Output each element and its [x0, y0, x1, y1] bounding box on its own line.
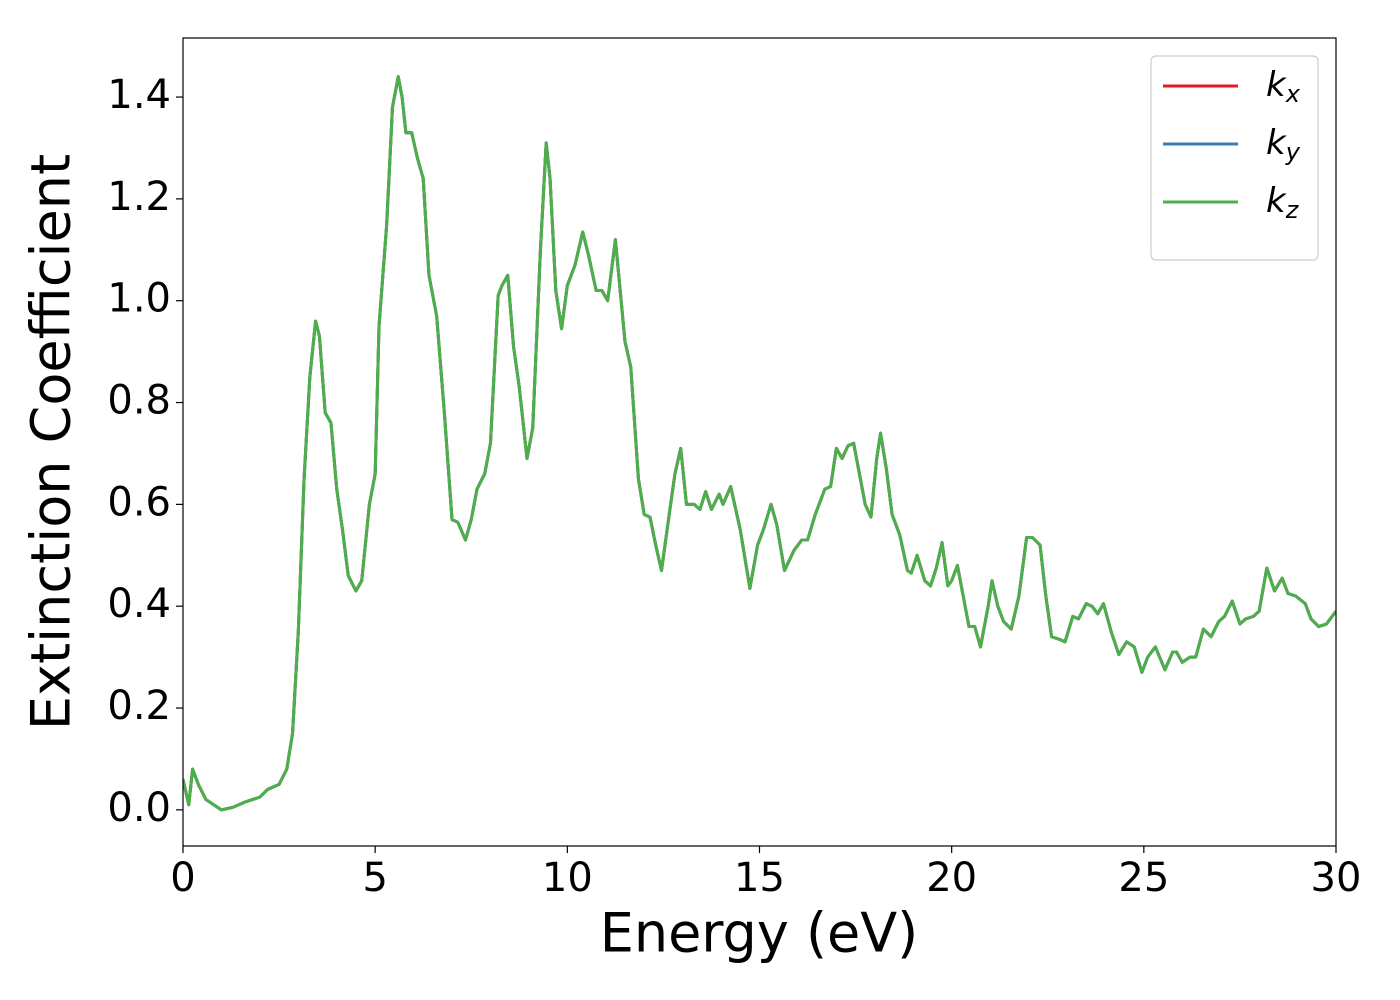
x-tick-label: 10 [542, 855, 593, 901]
y-axis-label: Extinction Coefficient [20, 154, 83, 730]
x-axis-label: Energy (eV) [600, 902, 919, 965]
y-tick-label: 1.4 [107, 72, 171, 118]
x-tick-label: 5 [362, 855, 387, 901]
y-tick-label: 0.4 [107, 581, 171, 627]
plot-frame [182, 37, 1337, 847]
x-tick-label: 15 [734, 855, 785, 901]
legend-label: kx [1266, 65, 1301, 109]
y-tick-label: 1.2 [107, 174, 171, 220]
y-tick-label: 0.0 [107, 785, 171, 831]
x-tick-label: 25 [1118, 855, 1169, 901]
x-tick-label: 30 [1311, 855, 1362, 901]
series-line [183, 75, 1336, 812]
legend-label: ky [1266, 123, 1301, 167]
legend-box [1150, 55, 1319, 261]
y-tick-label: 0.2 [107, 683, 171, 729]
x-tick-label: 20 [926, 855, 977, 901]
y-tick-label: 0.6 [107, 479, 171, 525]
legend-label: kz [1266, 181, 1300, 225]
y-tick-label: 0.8 [107, 378, 171, 424]
x-tick-label: 0 [170, 855, 195, 901]
y-tick-label: 1.0 [107, 276, 171, 322]
